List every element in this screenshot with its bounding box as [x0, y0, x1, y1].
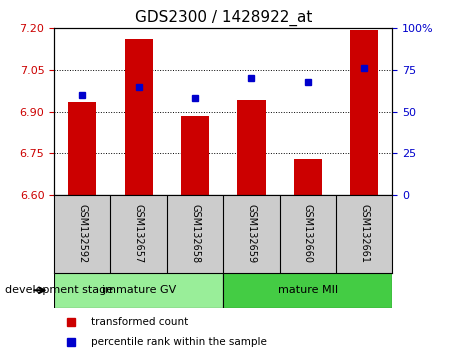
Text: GSM132657: GSM132657: [133, 204, 144, 263]
Text: GSM132660: GSM132660: [303, 204, 313, 263]
Text: development stage: development stage: [5, 285, 113, 295]
Text: GSM132658: GSM132658: [190, 204, 200, 263]
Bar: [124, 39, 153, 195]
Text: percentile rank within the sample: percentile rank within the sample: [91, 337, 267, 348]
Text: transformed count: transformed count: [91, 317, 189, 327]
Bar: [350, 30, 378, 195]
Text: mature MII: mature MII: [278, 285, 338, 295]
Text: GSM132661: GSM132661: [359, 204, 369, 263]
Bar: [294, 159, 322, 195]
Text: immature GV: immature GV: [101, 285, 176, 295]
Bar: [223, 273, 392, 308]
Bar: [68, 102, 97, 195]
Title: GDS2300 / 1428922_at: GDS2300 / 1428922_at: [134, 9, 312, 25]
Bar: [181, 116, 209, 195]
Text: GSM132592: GSM132592: [77, 204, 87, 263]
Text: GSM132659: GSM132659: [246, 204, 257, 263]
Bar: [237, 101, 266, 195]
Bar: [54, 273, 223, 308]
